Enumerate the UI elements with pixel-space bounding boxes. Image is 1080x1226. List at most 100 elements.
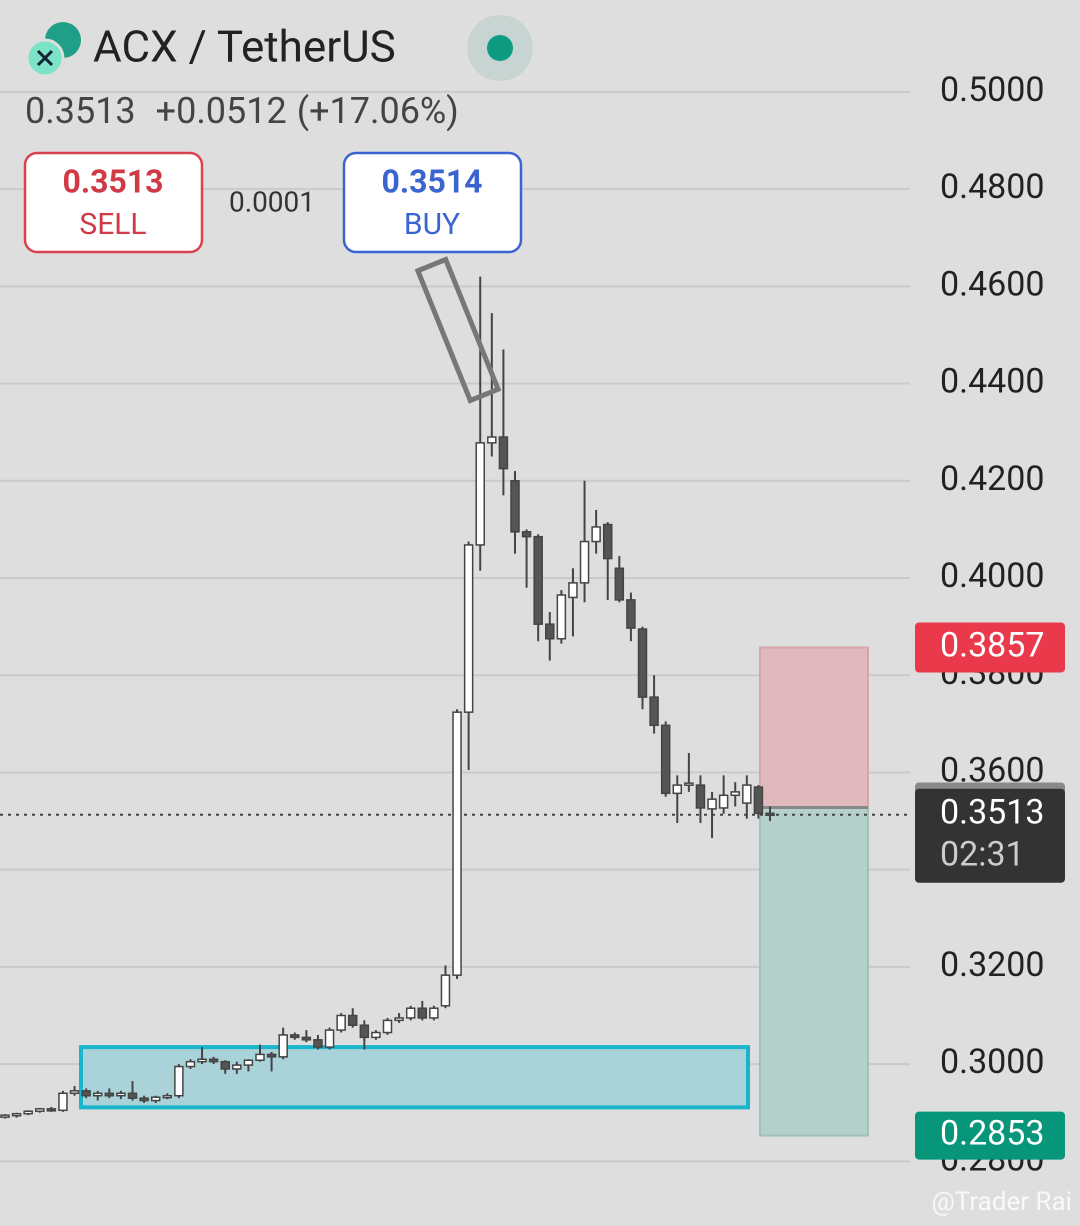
candle-body: [730, 791, 740, 797]
y-tick-label: 0.3200: [940, 945, 1045, 985]
candle-body: [440, 974, 451, 1007]
status-dot: [487, 35, 513, 61]
candle-body: [545, 623, 555, 640]
y-tick-label: 0.4400: [940, 362, 1045, 402]
buy-button[interactable]: [342, 151, 523, 254]
spread: 0.0001: [229, 185, 315, 218]
candle-body: [475, 442, 485, 546]
candle-body: [290, 1034, 300, 1039]
stop-badge: 0.3857: [940, 625, 1045, 665]
candle-body: [139, 1097, 149, 1102]
candle-body: [765, 812, 775, 817]
watermark: @Trader Rai: [931, 1187, 1072, 1217]
last-price-badge: 0.3513: [940, 793, 1045, 833]
candle-body: [11, 1112, 22, 1117]
title: ACX / TetherUS: [93, 21, 396, 73]
support-zone: [79, 1045, 750, 1110]
candle-body: [463, 544, 474, 713]
candle-body: [579, 540, 590, 584]
candle-body: [753, 786, 764, 815]
candle-body: [220, 1060, 230, 1070]
candle-body: [556, 594, 567, 640]
base-icon-glyph: [36, 49, 54, 67]
candle-body: [626, 599, 636, 629]
highlight-box: [414, 256, 502, 404]
candle-body: [568, 582, 578, 599]
candle-body: [533, 535, 543, 625]
sell-button[interactable]: [23, 151, 204, 254]
candle-body: [405, 1007, 416, 1019]
stop-zone: [759, 646, 869, 809]
candle-body: [742, 784, 752, 804]
y-tick-label: 0.4000: [940, 556, 1045, 596]
candle-body: [255, 1053, 265, 1061]
price-line: 0.3513 +0.0512 (+17.06%): [25, 90, 459, 132]
bid-price: 0.3513: [62, 162, 163, 200]
candle-body: [324, 1029, 335, 1048]
ask-price: 0.3514: [381, 162, 482, 200]
zones: [0, 646, 910, 1137]
candle-body: [185, 1060, 196, 1068]
candle-body: [197, 1058, 207, 1063]
candle-body: [637, 628, 648, 698]
target-zone: [759, 806, 869, 1137]
candle-body: [487, 436, 497, 444]
buy-label: BUY: [404, 207, 460, 242]
sell-label: SELL: [79, 207, 146, 242]
y-tick-label: 0.4600: [940, 264, 1045, 304]
candle-body: [371, 1031, 381, 1039]
candle-body: [69, 1090, 80, 1095]
candle-body: [684, 782, 694, 786]
candle-body: [394, 1017, 404, 1022]
candles: [0, 276, 775, 1119]
candle-body: [521, 531, 532, 538]
candle-body: [301, 1036, 312, 1041]
candle-body: [417, 1007, 428, 1019]
candle-body: [127, 1092, 138, 1099]
candle-body: [382, 1019, 393, 1034]
candle-body: [104, 1092, 115, 1097]
candle-body: [243, 1059, 254, 1066]
candle-body: [278, 1034, 288, 1058]
last-price-badge-bg: [915, 788, 1065, 883]
candle-body: [660, 724, 671, 795]
candle-body: [81, 1090, 91, 1097]
candle-body: [208, 1058, 219, 1063]
candle-body: [602, 523, 613, 560]
candle-body: [116, 1092, 126, 1097]
candle-body: [174, 1065, 184, 1097]
y-tick-label: 0.4800: [940, 167, 1045, 207]
candle-body: [162, 1094, 173, 1099]
target-badge-bg: [915, 1111, 1065, 1160]
change-pct: (+17.06%): [297, 90, 459, 132]
y-tick-label: 0.5000: [940, 70, 1045, 110]
candle-body: [35, 1108, 45, 1113]
candle-body: [46, 1108, 57, 1112]
candle-body: [0, 1114, 10, 1118]
candle-body: [695, 784, 706, 809]
candle-body: [429, 1007, 439, 1019]
target-badge: 0.2853: [940, 1114, 1045, 1154]
candle-body: [672, 784, 683, 795]
y-tick-label: 0.3000: [940, 1042, 1045, 1082]
last-price: 0.3513: [25, 90, 136, 132]
candle-body: [150, 1096, 161, 1102]
candle-body: [232, 1064, 242, 1070]
candle-body: [266, 1053, 277, 1058]
countdown: 02:31: [940, 835, 1025, 875]
candle-body: [23, 1110, 33, 1115]
candle-body: [510, 480, 520, 533]
candle-body: [718, 794, 729, 809]
candle-body: [359, 1024, 370, 1039]
y-tick-label: 0.4200: [940, 459, 1045, 499]
candle-body: [649, 696, 659, 727]
candle-body: [591, 526, 601, 543]
candle-body: [92, 1092, 103, 1097]
candle-body: [313, 1039, 323, 1048]
stop-badge-bg: [915, 622, 1065, 673]
candle-body: [707, 798, 717, 810]
change: +0.0512: [156, 90, 287, 132]
candle-body: [614, 567, 625, 601]
